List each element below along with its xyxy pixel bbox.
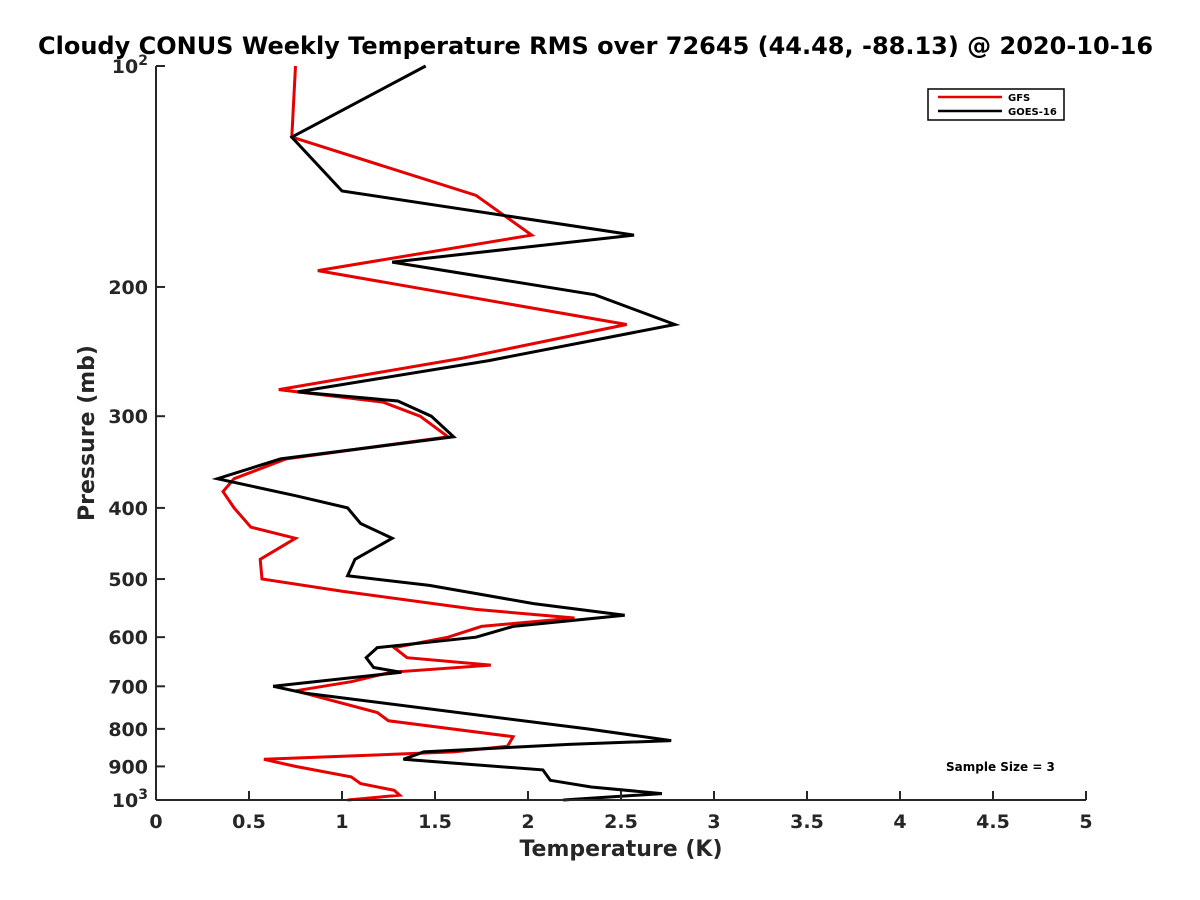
x-tick-label: 2.5 [604, 811, 638, 833]
legend-label-gfs: GFS [1008, 93, 1030, 104]
x-ticks: 0 0.5 1 1.5 2 2.5 3 3.5 4 4.5 5 [149, 791, 1093, 833]
x-tick-label: 4 [893, 811, 906, 833]
y-tick-label: 500 [108, 569, 148, 591]
x-tick-label: 0 [149, 811, 162, 833]
x-axis-label: Temperature (K) [519, 837, 722, 862]
series-group [211, 64, 681, 802]
y-tick-label: 300 [108, 406, 148, 428]
y-tick-label: 900 [108, 756, 148, 778]
y-tick-label: 600 [108, 627, 148, 649]
sample-size-annotation: Sample Size = 3 [946, 760, 1055, 774]
y-tick-label: 700 [108, 676, 148, 698]
y-ticks: 102 200 300 400 500 600 700 800 900 103 [108, 53, 165, 812]
legend: GFS GOES-16 [927, 88, 1065, 121]
chart-title: Cloudy CONUS Weekly Temperature RMS over… [38, 32, 1153, 60]
x-tick-label: 0.5 [232, 811, 266, 833]
legend-box [927, 88, 1065, 121]
y-tick-label: 800 [108, 719, 148, 741]
x-tick-label: 5 [1079, 811, 1092, 833]
x-tick-label: 3 [707, 811, 720, 833]
x-tick-label: 1.5 [418, 811, 452, 833]
y-tick-label: 103 [112, 787, 148, 812]
series-line-goes-16 [211, 64, 681, 802]
y-axis-label: Pressure (mb) [75, 345, 100, 521]
y-tick-label: 200 [108, 277, 148, 299]
y-tick-label: 102 [112, 53, 148, 78]
legend-label-goes16: GOES-16 [1008, 107, 1057, 118]
x-tick-label: 3.5 [790, 811, 824, 833]
y-tick-label: 400 [108, 498, 148, 520]
x-tick-label: 1 [335, 811, 348, 833]
x-tick-label: 2 [521, 811, 534, 833]
x-tick-label: 4.5 [976, 811, 1010, 833]
